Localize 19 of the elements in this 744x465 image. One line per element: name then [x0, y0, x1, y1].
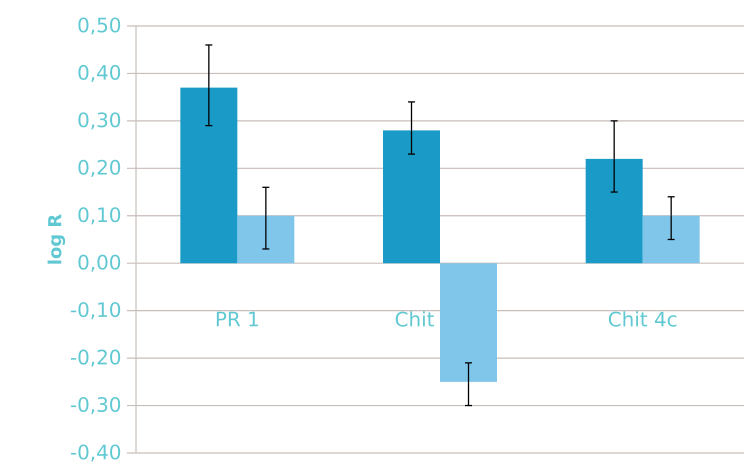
y-tick-label: 0,30: [78, 112, 120, 130]
y-tick-label: 0,50: [78, 17, 120, 35]
bar: [642, 216, 700, 264]
x-tick-label: PR 1: [216, 312, 258, 326]
x-tick-label: Chit: [396, 311, 434, 327]
y-tick-label: 0,00: [78, 254, 120, 272]
bar: [440, 263, 498, 382]
bar: [586, 158, 643, 264]
y-tick-label: -0,20: [70, 350, 120, 367]
y-tick-label: 0,20: [78, 160, 120, 177]
bar: [180, 88, 238, 264]
x-tick-label: Chit 4c: [608, 311, 676, 327]
y-tick-label: -0,30: [70, 396, 120, 414]
bar: [383, 130, 440, 264]
y-tick-label: -0,10: [70, 302, 120, 320]
y-tick-label: 0,10: [78, 207, 120, 224]
y-axis-title: log R: [48, 214, 66, 264]
y-tick-label: -0,40: [70, 444, 120, 462]
y-tick-label: 0,40: [78, 64, 120, 82]
